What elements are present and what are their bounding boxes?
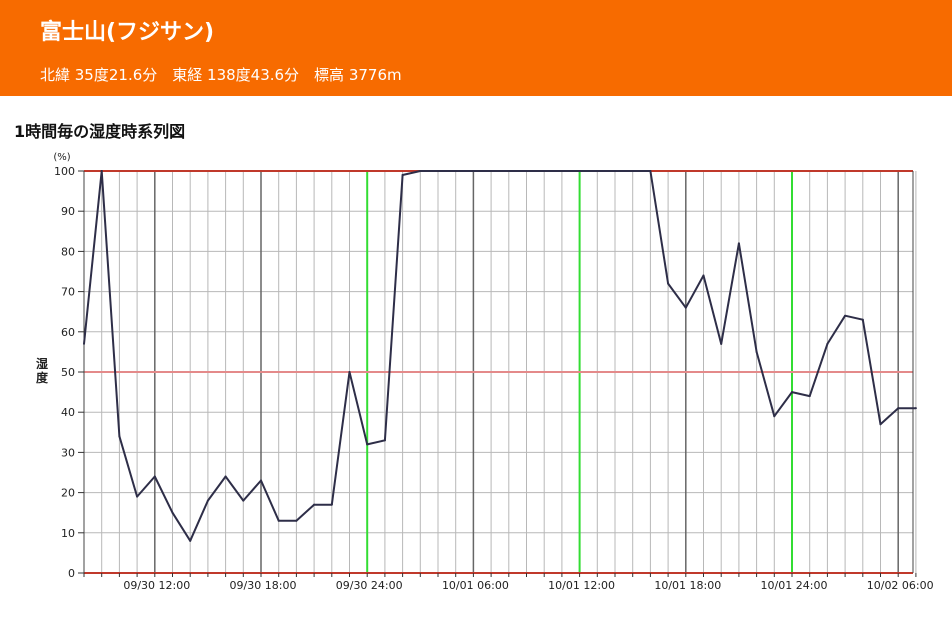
y-tick-label: 0 — [68, 567, 75, 580]
y-tick-label: 20 — [61, 487, 75, 500]
data-point — [454, 170, 457, 172]
data-point — [844, 314, 847, 317]
data-point — [560, 170, 563, 172]
data-point — [383, 439, 386, 442]
x-tick-label: 10/01 12:00 — [548, 579, 615, 592]
x-tick-label: 10/02 06:00 — [867, 579, 934, 592]
data-point — [490, 170, 493, 172]
data-point — [773, 415, 776, 418]
data-point — [437, 170, 439, 172]
x-tick-label: 10/01 18:00 — [654, 579, 721, 592]
chart-title: 1時間毎の湿度時系列図 — [14, 122, 186, 141]
station-name: 富士山(フジサン) — [40, 20, 215, 45]
data-point — [330, 503, 333, 506]
data-point — [861, 318, 864, 321]
data-point — [260, 479, 262, 482]
data-point — [631, 170, 634, 172]
x-tick-label: 09/30 12:00 — [123, 579, 190, 592]
x-tick-label: 09/30 18:00 — [230, 579, 297, 592]
data-point — [702, 274, 705, 277]
data-point — [596, 170, 599, 172]
humidity-series-line — [83, 170, 916, 542]
x-tick-label: 09/30 24:00 — [336, 579, 403, 592]
x-tick-label: 10/01 24:00 — [761, 579, 828, 592]
data-point — [808, 395, 811, 398]
data-point — [826, 342, 829, 345]
data-point — [879, 423, 882, 426]
y-tick-label: 60 — [61, 326, 75, 339]
data-point — [667, 282, 670, 285]
data-point — [614, 170, 616, 172]
data-point — [118, 435, 121, 438]
data-point — [755, 350, 758, 353]
series-layer — [83, 170, 917, 542]
y-tick-label: 50 — [61, 366, 75, 379]
y-axis-label-char: 度 — [36, 370, 49, 385]
frame-layer — [78, 170, 917, 577]
y-tick-label: 100 — [54, 165, 75, 178]
y-tick-label: 80 — [61, 245, 75, 258]
data-point — [242, 499, 245, 502]
data-point — [348, 371, 351, 373]
data-point — [313, 503, 316, 506]
data-point — [295, 519, 298, 522]
y-axis-label-char: 湿 — [36, 356, 48, 371]
data-point — [366, 443, 369, 446]
data-point — [100, 170, 103, 172]
y-tick-label: 90 — [61, 205, 75, 218]
data-point — [83, 342, 85, 345]
y-tick-label: 70 — [61, 286, 75, 299]
data-point — [401, 174, 404, 177]
station-location-info: 北緯 35度21.6分 東経 138度43.6分 標高 3776m — [40, 66, 402, 84]
data-point — [737, 242, 740, 245]
data-point — [472, 170, 475, 172]
data-point — [684, 306, 687, 309]
data-point — [136, 495, 139, 498]
data-point — [578, 170, 581, 172]
data-point — [206, 499, 209, 502]
x-tick-label: 10/01 06:00 — [442, 579, 509, 592]
data-point — [277, 519, 280, 522]
label-layer: 0 10 20 30 40 50 60 70 80 90 100 (%) 湿度 09/30 12:00 09… — [36, 152, 934, 592]
data-point — [525, 170, 528, 172]
data-point — [419, 170, 422, 172]
data-point — [224, 475, 227, 478]
humidity-chart: 0 10 20 30 40 50 60 70 80 90 100 (%) 湿度 09/30 12:00 09… — [36, 152, 934, 592]
data-point — [507, 170, 510, 172]
data-point — [171, 511, 174, 514]
y-tick-label: 30 — [61, 446, 75, 459]
y-tick-label: 40 — [61, 406, 75, 419]
data-point — [897, 407, 900, 410]
data-point — [543, 170, 546, 172]
y-unit-label: (%) — [53, 152, 70, 163]
data-point — [914, 407, 917, 410]
data-point — [791, 391, 793, 394]
data-point — [649, 170, 652, 172]
data-point — [189, 539, 192, 542]
data-point — [153, 475, 156, 478]
station-header: 富士山(フジサン) 北緯 35度21.6分 東経 138度43.6分 標高 37… — [0, 0, 952, 96]
y-tick-label: 10 — [61, 527, 75, 540]
data-point — [720, 342, 723, 345]
